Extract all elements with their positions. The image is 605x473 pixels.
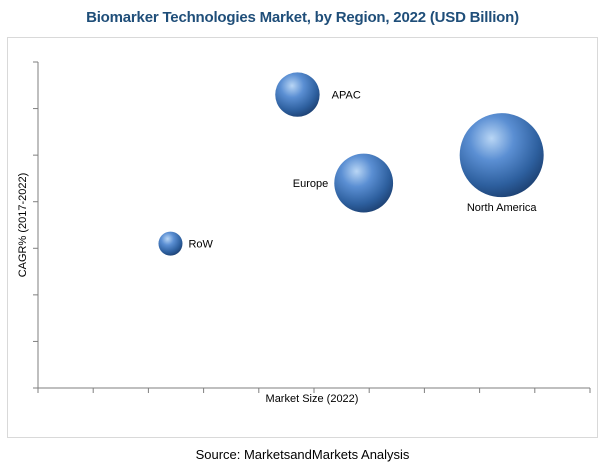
bubble-label-row: RoW bbox=[188, 239, 213, 251]
y-axis-label: CAGR% (2017-2022) bbox=[17, 173, 29, 278]
bubble-apac bbox=[275, 72, 320, 117]
chart-frame bbox=[7, 37, 598, 438]
x-axis-label: Market Size (2022) bbox=[266, 393, 359, 405]
bubble-europe bbox=[334, 153, 394, 213]
chart-title: Biomarker Technologies Market, by Region… bbox=[86, 9, 519, 26]
bubble-label-europe: Europe bbox=[293, 178, 328, 190]
bubble-label-north-america: North America bbox=[467, 202, 538, 214]
source-note: Source: MarketsandMarkets Analysis bbox=[195, 447, 410, 462]
bubble-label-apac: APAC bbox=[332, 90, 361, 102]
bubble-north-america bbox=[459, 113, 544, 198]
bubble-row bbox=[158, 231, 183, 256]
